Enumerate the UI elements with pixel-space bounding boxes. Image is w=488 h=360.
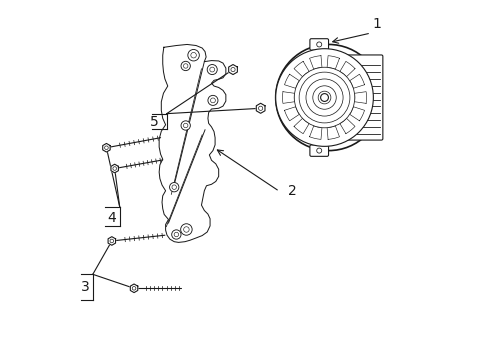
Circle shape [187,49,199,61]
Polygon shape [293,61,308,77]
Polygon shape [326,56,339,69]
Circle shape [275,49,373,147]
FancyBboxPatch shape [309,145,328,156]
Polygon shape [354,92,366,103]
Polygon shape [228,64,237,75]
Polygon shape [339,118,354,134]
Polygon shape [293,118,308,134]
Polygon shape [108,237,115,245]
Circle shape [171,230,181,239]
Circle shape [207,64,217,75]
Text: 2: 2 [287,184,296,198]
Circle shape [320,94,328,102]
Text: 1: 1 [371,17,380,31]
Circle shape [181,121,190,130]
Circle shape [275,44,381,150]
Polygon shape [284,74,299,88]
Polygon shape [326,126,339,139]
Polygon shape [130,284,138,293]
Polygon shape [339,61,354,77]
Polygon shape [309,56,321,69]
Circle shape [181,61,190,71]
Circle shape [207,95,218,105]
Polygon shape [111,164,118,173]
Polygon shape [159,44,225,242]
Polygon shape [349,107,364,121]
Polygon shape [256,103,264,113]
Polygon shape [284,107,299,121]
Circle shape [169,183,179,192]
Text: 5: 5 [149,115,158,129]
Circle shape [180,224,192,235]
Text: 3: 3 [81,280,89,294]
Circle shape [294,67,354,128]
Polygon shape [349,74,364,88]
Polygon shape [309,126,321,139]
FancyBboxPatch shape [345,55,382,140]
Text: 4: 4 [107,211,116,225]
Polygon shape [282,92,294,103]
FancyBboxPatch shape [309,39,328,50]
Polygon shape [102,143,110,152]
